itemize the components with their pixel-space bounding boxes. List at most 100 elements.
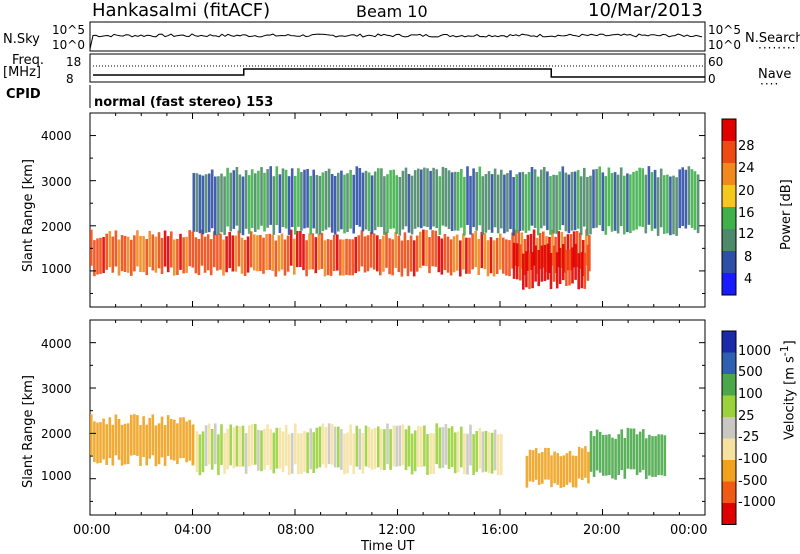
nsky-tick-bottom: 10^0 — [52, 38, 85, 52]
power-upper-cell — [432, 167, 435, 227]
power-main-cell — [293, 238, 296, 275]
power-main-cell — [228, 232, 231, 269]
power-main-cell — [188, 230, 191, 267]
power-upper-cell — [254, 173, 257, 232]
power-strong_patch-cell — [568, 249, 571, 286]
power-upper-cell — [512, 177, 515, 236]
power-upper-cell — [269, 166, 272, 225]
velocity-evening_negative-cell — [553, 451, 556, 484]
power-upper-cell — [678, 169, 681, 229]
power-main-cell — [262, 237, 265, 274]
power-upper-cell — [460, 169, 463, 228]
power-main-cell — [308, 233, 311, 270]
velocity-evening_negative-cell — [531, 450, 535, 482]
power-main-cell — [342, 239, 345, 276]
power-main-cell — [234, 235, 238, 272]
power-upper-cell — [343, 174, 346, 234]
velocity-ground_scatter-cell — [438, 427, 442, 469]
velocity-ground_scatter-cell — [429, 433, 432, 474]
power-main-cell — [489, 237, 493, 274]
power-main-cell — [394, 231, 397, 268]
power-upper-cell — [195, 173, 199, 232]
power-upper-cell — [235, 167, 239, 226]
velocity-late_positive-cell — [651, 436, 654, 477]
velocity-ground_scatter-cell — [290, 432, 294, 474]
vel-cb-100: 100 — [738, 387, 763, 402]
power-main-cell — [102, 237, 105, 274]
nave-legend-dots: ···· — [760, 77, 780, 91]
power-main-cell — [268, 233, 271, 270]
power-main-cell — [111, 236, 115, 273]
power-main-cell — [538, 232, 542, 269]
power-main-cell — [499, 233, 502, 270]
power-main-cell — [209, 239, 213, 276]
power-main-cell — [157, 232, 161, 269]
power-upper-cell — [659, 168, 663, 228]
velocity-colorbar-segment — [722, 481, 736, 503]
power-colorbar-segment — [722, 141, 736, 163]
velocity-ground_scatter-cell — [420, 426, 423, 468]
power-upper-cell — [604, 176, 608, 235]
power-upper-cell — [294, 175, 297, 235]
velocity-evening_negative-cell — [528, 449, 532, 482]
power-main-cell — [366, 235, 370, 272]
velocity-ground_scatter-cell — [309, 428, 312, 470]
power-main-cell — [243, 239, 247, 276]
velocity-ground_scatter-cell — [272, 432, 276, 474]
velocity-colorbar-segment — [722, 331, 736, 353]
velocity-ground_scatter-cell — [263, 428, 266, 470]
velocity-ground_scatter-cell — [266, 424, 269, 466]
power-main-cell — [246, 236, 250, 273]
power-main-cell — [505, 239, 508, 276]
velocity-ground_scatter-cell — [413, 430, 417, 472]
power-main-cell — [179, 233, 182, 270]
velocity-late_positive-cell — [608, 434, 611, 475]
power-main-cell — [422, 229, 425, 266]
power-upper-cell — [684, 169, 688, 229]
velocity-evening_negative-cell — [537, 453, 541, 485]
velocity-colorbar-frame — [721, 330, 737, 525]
power-main-cell — [403, 232, 407, 269]
power-main-cell — [406, 240, 410, 277]
power-upper-cell — [632, 171, 635, 231]
power-main-cell — [542, 231, 545, 268]
power-strong_patch-cell — [558, 247, 562, 284]
power-main-cell — [154, 236, 158, 273]
power-main-cell — [329, 239, 333, 276]
nsearch-label: N.Search — [745, 31, 800, 46]
velocity-ground_scatter-cell — [475, 431, 478, 472]
velocity-early_negative-cell — [126, 423, 130, 465]
power-upper-cell — [383, 176, 386, 235]
power-main-cell — [299, 230, 302, 267]
power-main-cell — [455, 234, 459, 271]
velocity-ground_scatter-cell — [466, 433, 469, 475]
power-main-cell — [148, 230, 151, 267]
power-upper-cell — [616, 174, 620, 234]
velocity-ground_scatter-cell — [195, 431, 199, 472]
power-main-cell — [357, 235, 361, 272]
velocity-ground_scatter-cell — [327, 423, 331, 465]
power-upper-cell — [586, 177, 589, 236]
cpid-label: CPID — [6, 87, 41, 102]
velocity-early_negative-cell — [188, 419, 191, 461]
velocity-ground_scatter-cell — [444, 424, 448, 465]
power-upper-cell — [263, 172, 266, 232]
power-colorbar-segment — [722, 273, 736, 295]
power-main-cell — [452, 236, 456, 273]
power-main-cell — [277, 235, 281, 272]
power-main-cell — [369, 231, 373, 268]
power-strong_patch-cell — [555, 252, 559, 289]
power-strong_patch-cell — [546, 243, 550, 280]
velocity-early_negative-cell — [163, 425, 167, 466]
velocity-ground_scatter-cell — [404, 429, 408, 471]
power-strong_patch-cell — [577, 253, 580, 290]
power-upper-cell — [558, 171, 561, 231]
nave-tick-bottom: 0 — [708, 72, 716, 86]
power-main-cell — [400, 240, 404, 277]
power-upper-cell — [681, 167, 684, 226]
velocity-ground_scatter-cell — [484, 430, 488, 472]
power-strong_patch-cell — [528, 252, 531, 289]
power-upper-cell — [346, 173, 349, 232]
power-main-cell — [575, 231, 579, 268]
power-main-cell — [96, 238, 99, 275]
